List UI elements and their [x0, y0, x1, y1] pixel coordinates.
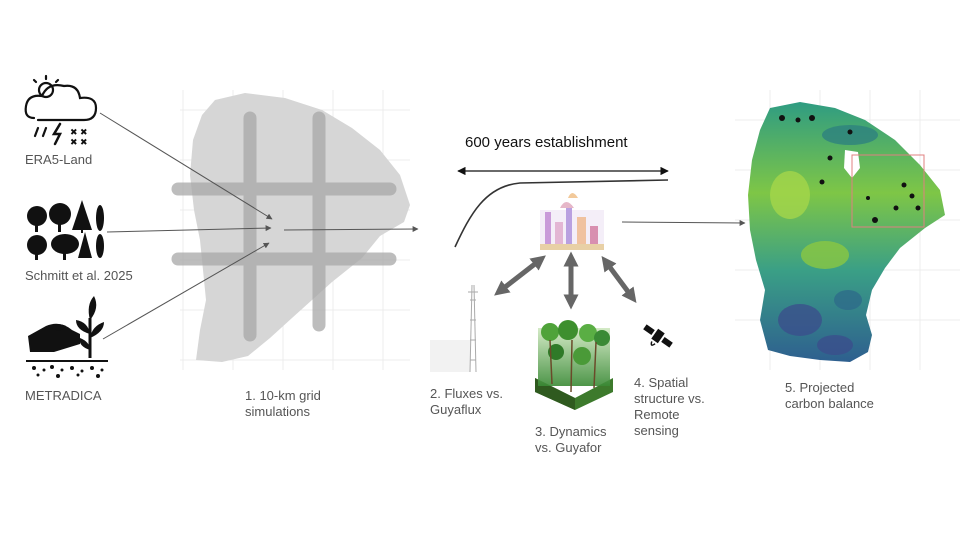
carbon-map-zoom-box: [851, 154, 925, 228]
fluxes-validation-arrow: [494, 255, 546, 296]
step-fluxes-label: 2. Fluxes vs. Guyaflux: [430, 386, 503, 417]
simulation-grid-bars: [171, 111, 397, 342]
establishment-curve: [454, 179, 669, 248]
guiana-gray-map: [190, 93, 410, 362]
forest-to-carbon-arrow: [621, 219, 746, 226]
grid-to-curve-arrow: [283, 226, 419, 233]
flux-tower-icon: [430, 284, 478, 373]
svg-text:✖ ✖: ✖ ✖: [70, 127, 88, 137]
establishment-label: 600 years establishment: [465, 134, 628, 151]
forest-plot-icon: [535, 320, 613, 410]
tree-species-icon: [27, 200, 104, 260]
satellite-icon: [643, 324, 673, 348]
step-spatial-label: 4. Spatial structure vs. Remote sensing: [634, 375, 705, 438]
svg-text:✖ ✖: ✖ ✖: [70, 137, 88, 147]
carbon-map-patches: [770, 125, 878, 355]
step-grid-label: 1. 10-km grid simulations: [245, 388, 321, 419]
step-projected-label: 5. Projected carbon balance: [785, 380, 874, 411]
input-label-metradica: METRADICA: [25, 388, 102, 403]
metradica-to-grid-arrow: [102, 242, 270, 340]
rain-cloud-icon: ✖ ✖ ✖ ✖: [24, 74, 98, 147]
carbon-map-dots: [779, 115, 921, 223]
schmitt-to-grid-arrow: [106, 225, 272, 233]
forest-simulation-icon: [540, 193, 604, 250]
input-label-schmitt: Schmitt et al. 2025: [25, 268, 133, 283]
carbon-balance-map: [748, 102, 945, 362]
plant-in-hand-icon: [26, 296, 108, 378]
era5-to-grid-arrow: [99, 112, 273, 220]
input-label-era5: ERA5-Land: [25, 152, 93, 167]
spatial-validation-arrow: [601, 255, 637, 304]
step-dynamics-label: 3. Dynamics vs. Guyafor: [535, 424, 607, 455]
